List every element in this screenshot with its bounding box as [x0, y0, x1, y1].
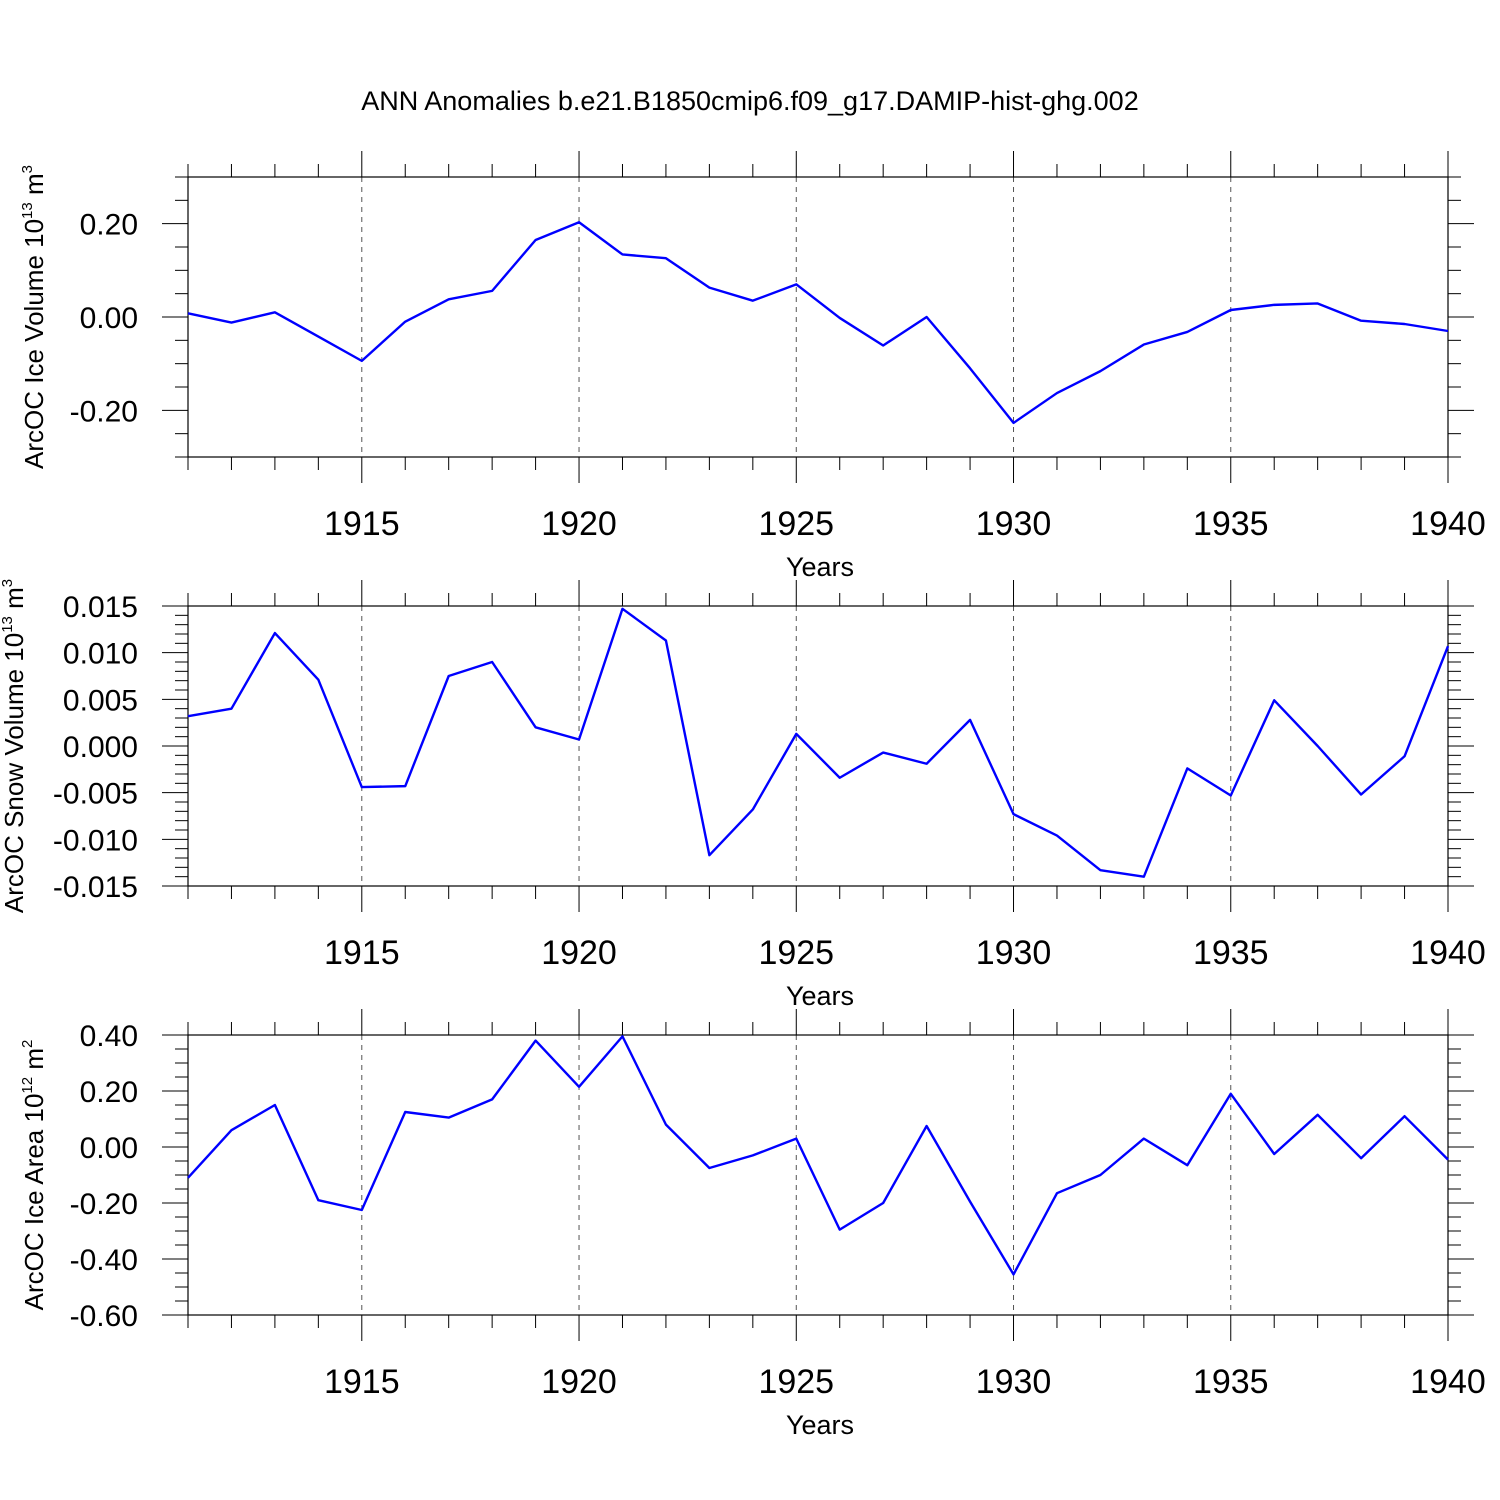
y-tick-label: 0.000: [63, 731, 138, 764]
y-tick-label: -0.20: [70, 395, 138, 428]
figure-title: ANN Anomalies b.e21.B1850cmip6.f09_g17.D…: [361, 86, 1138, 116]
x-tick-label: 1930: [976, 505, 1052, 543]
x-tick-label: 1920: [541, 1363, 617, 1401]
x-tick-label: 1915: [324, 505, 400, 543]
y-axis-label-text: ArcOC Ice Area 10: [19, 1094, 49, 1311]
y-axis-label-text: m: [19, 173, 49, 202]
plot-frame: [187, 605, 1449, 887]
y-axis-label-superscript: 13: [0, 616, 16, 633]
y-axis-label-superscript: 3: [19, 165, 36, 173]
y-tick-label: 0.010: [63, 638, 138, 671]
y-tick-label: 0.20: [80, 1076, 138, 1109]
plot-frame: [187, 176, 1449, 458]
y-axis-label-text: m: [0, 587, 29, 616]
x-axis-label: Years: [786, 981, 854, 1011]
x-tick-label: 1925: [758, 1363, 834, 1401]
y-axis-label: ArcOC Ice Area 1012 m2: [19, 1040, 49, 1311]
series-line: [187, 607, 1450, 878]
x-tick-label: 1920: [541, 505, 617, 543]
y-axis-label: ArcOC Ice Volume 1013 m3: [19, 165, 49, 469]
y-tick-label: -0.40: [70, 1244, 138, 1277]
x-tick-label: 1930: [976, 1363, 1052, 1401]
panel-ice-volume: 1915 1920 1925 1930 1935 1940 Years -0.20 0.00 0.…: [19, 151, 1486, 582]
y-axis-label-text: ArcOC Snow Volume 10: [0, 633, 29, 913]
y-axis-label-superscript: 13: [19, 202, 36, 219]
y-tick-label: -0.010: [53, 824, 138, 857]
y-axis-label: ArcOC Snow Volume 1013 m3: [0, 579, 29, 913]
y-axis-label-superscript: 3: [0, 579, 16, 587]
x-tick-label: 1935: [1193, 1363, 1269, 1401]
x-axis-label: Years: [786, 1410, 854, 1440]
y-tick-label: 0.015: [63, 591, 138, 624]
series-line: [187, 1035, 1449, 1276]
x-axis-label: Years: [786, 552, 854, 582]
y-tick-label: -0.005: [53, 778, 138, 811]
y-tick-label: -0.20: [70, 1188, 138, 1221]
x-tick-label: 1915: [324, 1363, 400, 1401]
x-tick-label: 1925: [758, 934, 834, 972]
y-tick-label: 0.005: [63, 684, 138, 717]
y-axis-label-text: m: [19, 1048, 49, 1077]
x-tick-label: 1940: [1410, 934, 1486, 972]
x-tick-label: 1940: [1410, 1363, 1486, 1401]
y-tick-label: 0.00: [80, 1132, 138, 1165]
x-tick-label: 1935: [1193, 505, 1269, 543]
x-tick-label: 1920: [541, 934, 617, 972]
y-tick-label: 0.40: [80, 1020, 138, 1053]
y-axis-label-superscript: 12: [19, 1077, 36, 1094]
y-tick-label: 0.00: [80, 302, 138, 335]
y-tick-label: -0.60: [70, 1300, 138, 1333]
x-tick-label: 1930: [976, 934, 1052, 972]
panel-snow-volume: 1915 1920 1925 1930 1935 1940 Years -0.015 -0.01…: [0, 579, 1486, 1011]
panel-ice-area: 1915 1920 1925 1930 1935 1940 Years -0.60 -0.40 -…: [19, 1009, 1486, 1440]
series-line: [187, 221, 1449, 425]
x-tick-label: 1935: [1193, 934, 1269, 972]
y-tick-label: 0.20: [80, 209, 138, 242]
y-axis-label-text: ArcOC Ice Volume 10: [19, 219, 49, 469]
x-tick-label: 1925: [758, 505, 834, 543]
y-tick-label: -0.015: [53, 871, 138, 904]
x-tick-label: 1940: [1410, 505, 1486, 543]
x-tick-label: 1915: [324, 934, 400, 972]
y-axis-label-superscript: 2: [19, 1040, 36, 1048]
